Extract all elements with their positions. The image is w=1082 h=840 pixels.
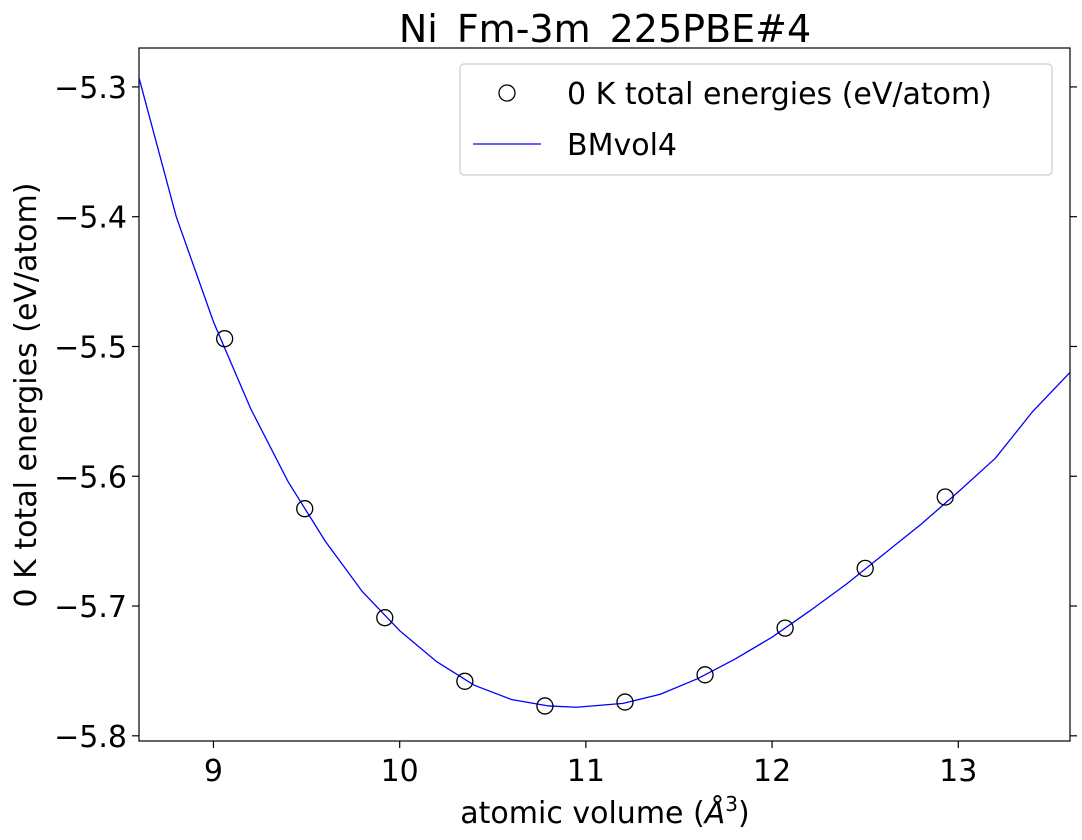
legend-box: [459, 63, 1053, 176]
data-point: [376, 609, 394, 627]
y-tick-label: −5.6: [54, 460, 127, 495]
fit-curve-layer: [139, 77, 1070, 708]
x-tick-label: 10: [381, 754, 419, 789]
legend-marker-circle: [498, 84, 516, 102]
data-point: [856, 559, 874, 578]
y-axis-label: 0 K total energies (eV/atom): [9, 183, 44, 608]
x-axis-ticks: 9 10 11 12 13: [204, 741, 977, 789]
data-point: [215, 330, 234, 348]
x-axis-label-exponent: 3: [725, 792, 738, 816]
x-axis-label-close: ): [738, 796, 750, 831]
data-point: [776, 619, 794, 637]
x-axis-label: atomic volume (Å3): [460, 792, 749, 831]
data-point: [456, 672, 474, 690]
y-tick-label: −5.3: [54, 71, 127, 106]
x-tick-label: 11: [567, 754, 605, 789]
x-tick-label: 9: [204, 754, 223, 789]
data-point: [936, 488, 954, 506]
data-point: [536, 697, 554, 715]
chart-title: Ni_Fm-3m_225PBE#4: [399, 7, 811, 51]
y-tick-label: −5.8: [54, 720, 127, 755]
data-point: [696, 666, 714, 684]
legend: 0 K total energies (eV/atom) BMvol4: [459, 63, 1053, 176]
y-tick-label: −5.4: [54, 201, 127, 236]
x-axis-label-symbol: Å: [703, 795, 726, 831]
data-point: [296, 500, 314, 518]
x-tick-label: 13: [939, 754, 977, 789]
y-tick-label: −5.7: [54, 590, 127, 625]
y-tick-label: −5.5: [54, 330, 127, 365]
data-points-layer: [215, 330, 954, 715]
legend-label-points: 0 K total energies (eV/atom): [567, 77, 992, 112]
legend-label-curve: BMvol4: [567, 128, 677, 163]
series-line-bmvol4: [139, 77, 1070, 708]
data-point: [616, 693, 634, 711]
x-tick-label: 12: [753, 754, 791, 789]
y-axis-ticks: −5.8 −5.7 −5.6 −5.5 −5.4 −5.3: [54, 71, 1077, 755]
